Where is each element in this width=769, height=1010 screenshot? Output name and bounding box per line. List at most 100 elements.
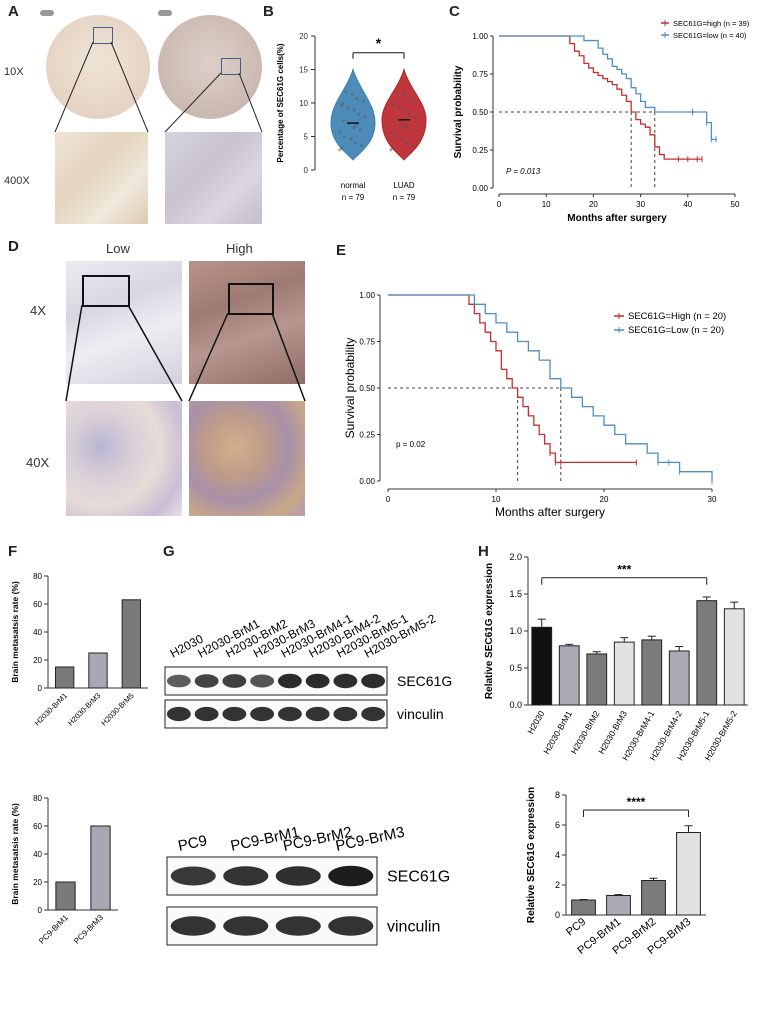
data-point: [403, 125, 407, 130]
data-point: [354, 124, 358, 128]
y-tick-label: 1.00: [359, 291, 375, 300]
panel-letter-h: H: [478, 543, 489, 560]
bar: [696, 600, 718, 706]
panel-letter-b: B: [263, 3, 274, 20]
y-tick-label: 20: [33, 656, 42, 665]
p-value-label: P = 0.013: [506, 167, 541, 176]
y-tick-label: 0: [555, 910, 560, 920]
blot-band: [328, 916, 374, 936]
bar: [641, 880, 666, 916]
data-point: [392, 119, 396, 123]
data-point: [338, 130, 342, 135]
legend-entry: SEC61G=low (n = 40): [673, 31, 747, 40]
bar: [606, 895, 631, 916]
y-tick-label: 0.25: [472, 146, 488, 155]
y-tick-label: 0.00: [472, 184, 488, 193]
micrograph-high-40x: [189, 401, 305, 516]
y-axis-label: Percentage of SEC61G cells(%): [276, 43, 285, 162]
y-tick-label: 0.50: [359, 384, 375, 393]
y-tick-label: 6: [555, 820, 560, 830]
legend-entry: SEC61G=High (n = 20): [628, 311, 726, 322]
panel-letter-f: F: [8, 543, 18, 560]
data-point: [363, 115, 367, 119]
bar: [88, 652, 108, 689]
bar-chart-h1: 0.0 0.5 1.0 1.5 2.0 Relative SEC61G expressio…: [484, 552, 748, 762]
data-point: [346, 106, 350, 110]
y-tick-label: 60: [33, 822, 42, 831]
y-axis-label: Brain metasatsis rate (%): [10, 803, 20, 905]
y-axis-label: Brain metasatsis rate (%): [10, 581, 20, 683]
zoom-box: [82, 275, 130, 307]
data-point: [392, 101, 396, 106]
y-axis-label: Relative SEC61G expression: [484, 563, 495, 699]
data-point: [391, 146, 395, 150]
survival-curve-low: [388, 294, 713, 481]
micrograph-luad-400x: [165, 132, 262, 224]
blot-band: [166, 706, 191, 722]
category-label: H2030-BrM1: [33, 691, 69, 727]
data-point: [339, 103, 343, 107]
blot-band: [222, 706, 247, 722]
category-label: LUAD: [393, 181, 415, 190]
y-tick-label: 60: [33, 600, 42, 609]
category-n: n = 79: [342, 193, 365, 202]
y-tick-label: 1.00: [472, 32, 488, 41]
y-tick-label: 0.25: [359, 431, 375, 440]
violin-luad: [381, 67, 427, 161]
panel-letter-c: C: [449, 3, 460, 20]
survival-curve-high: [499, 35, 702, 160]
x-tick-label: 10: [542, 200, 551, 209]
bar: [676, 832, 701, 916]
data-point: [344, 90, 348, 94]
category-label: H2030-BrM5: [99, 691, 135, 727]
data-point: [414, 115, 418, 119]
data-point: [352, 108, 356, 112]
magnification-label: 40X: [26, 455, 50, 470]
blot-band: [305, 673, 330, 689]
x-tick-label: 30: [636, 200, 645, 209]
micrograph-low-4x: [66, 261, 182, 384]
blot-band: [333, 706, 358, 722]
data-point: [390, 103, 394, 107]
data-point: [361, 99, 365, 103]
y-tick-label: 0.0: [509, 700, 522, 710]
panel-letter-g: G: [163, 543, 175, 560]
band-label-vinculin: vinculin: [397, 706, 444, 722]
y-tick-label: 40: [33, 850, 42, 859]
zoom-box: [93, 27, 113, 44]
blot-band: [277, 673, 302, 689]
tissue-core-normal: [46, 15, 150, 119]
data-point: [407, 112, 412, 116]
y-tick-label: 0.50: [472, 108, 488, 117]
western-blot-h2030: H2030H2030-BrM1H2030-BrM2H2030-BrM3H2030…: [164, 611, 452, 729]
data-point: [355, 97, 359, 101]
data-point: [403, 108, 407, 112]
data-point: [356, 112, 361, 116]
x-tick-label: 0: [497, 200, 502, 209]
legend-entry: SEC61G=Low (n = 20): [628, 325, 724, 336]
violin-chart: 0 5 10 15 20 Percentage of SEC61G cells(%) nor…: [276, 32, 427, 202]
blot-band: [170, 916, 216, 936]
km-plot-e: 0.00 0.25 0.50 0.75 1.00 0 10 20 30 Months after …: [343, 291, 726, 519]
y-tick-label: 10: [299, 99, 308, 108]
y-tick-label: 0.75: [472, 70, 488, 79]
panel-d: Low High 4X 40X: [0, 235, 335, 520]
y-tick-label: 0.75: [359, 338, 375, 347]
y-tick-label: 2.0: [509, 552, 522, 562]
panel-a: 10X 400X: [0, 0, 265, 230]
panel-letter-d: D: [8, 238, 19, 255]
zoom-lines: [54, 41, 263, 133]
category-label: normal: [341, 181, 366, 190]
y-tick-label: 1.5: [509, 589, 522, 599]
blot-band: [166, 674, 191, 688]
x-tick-label: 0: [386, 495, 391, 504]
p-value-label: p = 0.02: [396, 440, 426, 449]
data-point: [411, 144, 415, 148]
zoom-box: [221, 58, 241, 75]
micrograph-low-40x: [66, 401, 182, 516]
y-axis-label: Survival probability: [343, 338, 357, 439]
bar: [586, 653, 608, 706]
panel-letter-e: E: [336, 242, 347, 259]
data-point: [341, 101, 345, 106]
magnification-label: 400X: [4, 175, 30, 187]
